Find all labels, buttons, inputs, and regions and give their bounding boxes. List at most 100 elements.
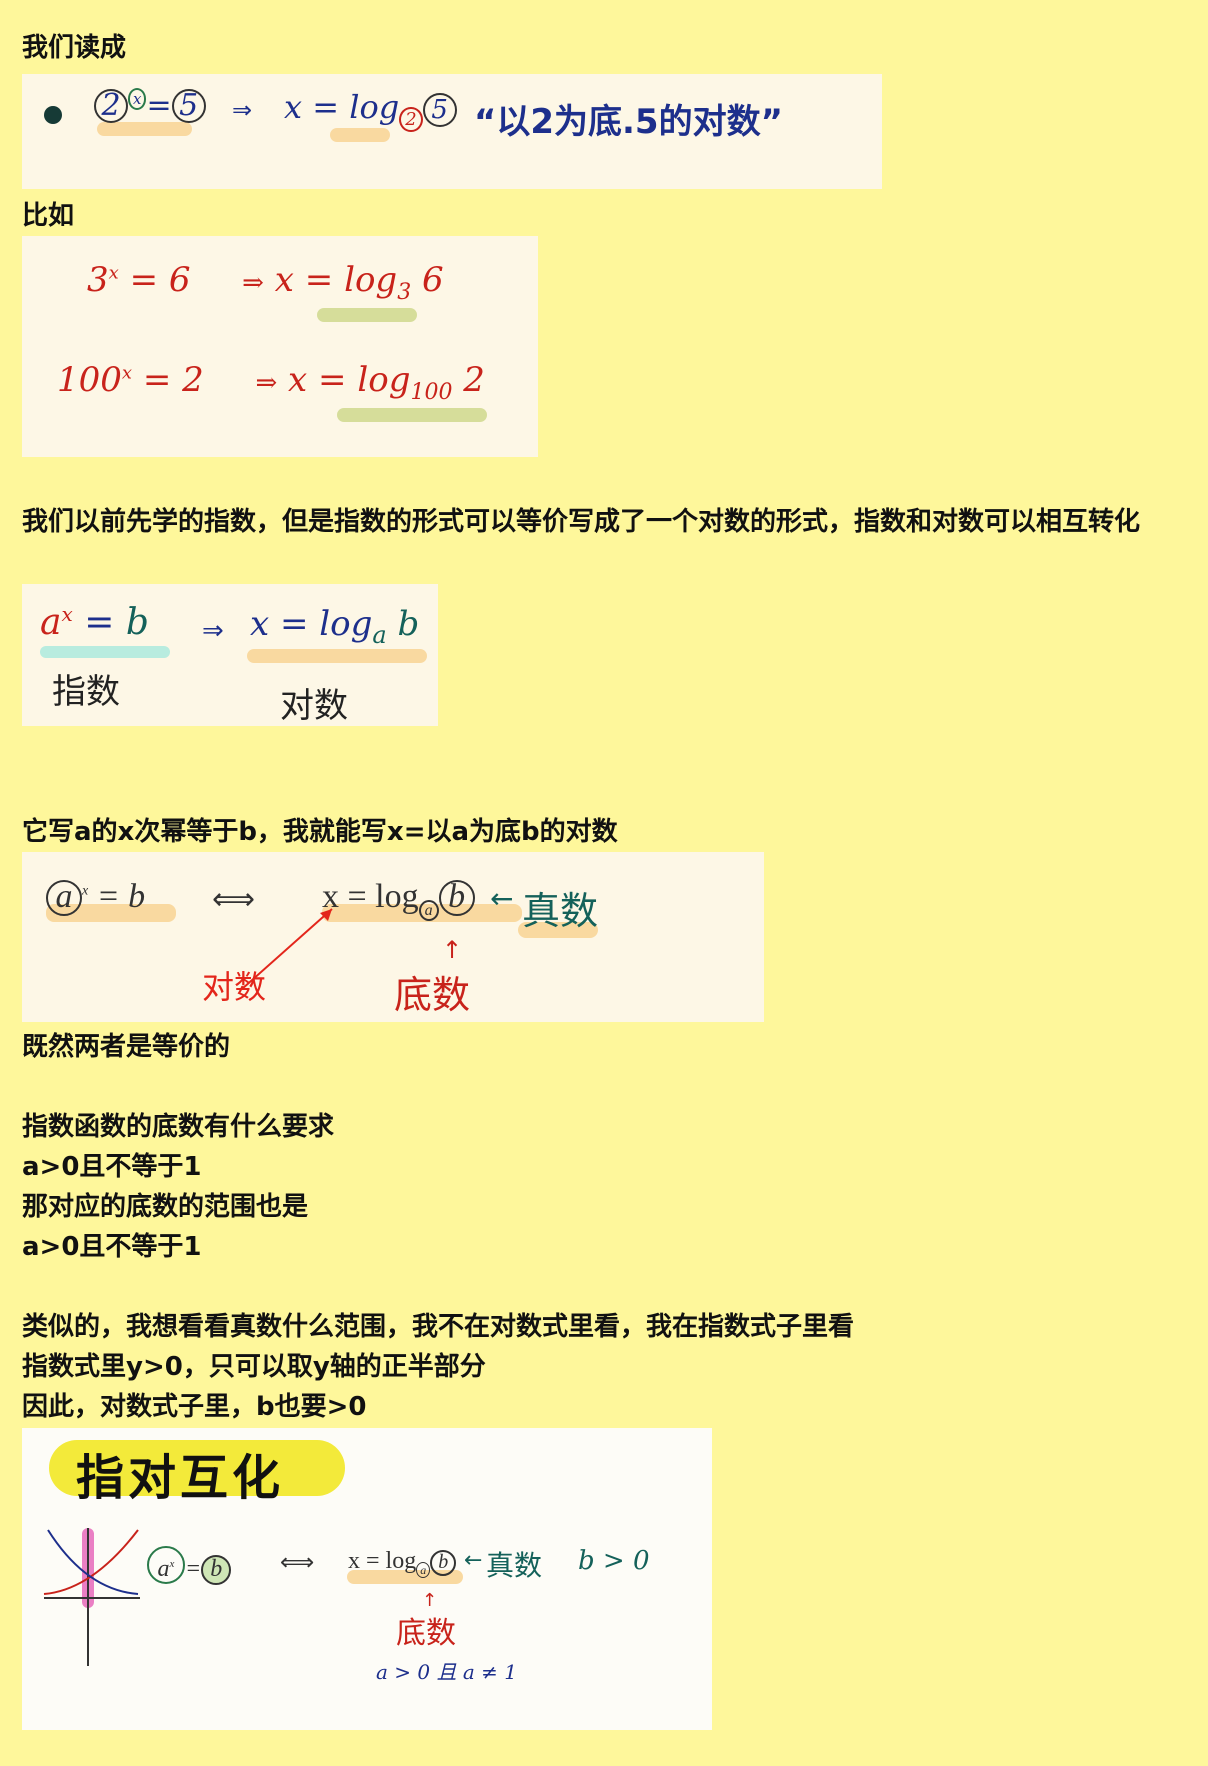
label-log: 对数 [280,686,348,726]
exp-equals: = [84,602,115,643]
curve-red [43,1529,139,1595]
base-circle: a [46,880,82,916]
paragraph-text: 类似的，我想看看真数什么范围，我不在对数式里看，我在指数式子里看 [22,1312,855,1342]
formula-text: 2 x = 5 [94,88,206,123]
log-word: log [319,604,373,644]
curve-blue [47,1529,139,1595]
log-lhs: x = [284,88,340,126]
exp-equals: = [185,1556,202,1582]
label-zhenshu: 真数 [486,1549,543,1582]
paragraph-text: 既然两者是等价的 [22,1032,231,1062]
paragraph-text: 那对应的底数的范围也是 [22,1192,309,1222]
log-form: x = log a b [348,1548,457,1578]
row2-rest: = 2 [142,360,204,400]
highlight-mark [518,922,598,938]
row2-base: 100 [57,360,122,400]
exponent-form: ax = b [147,1546,232,1585]
row1-base: 3 [87,260,109,300]
paragraph-text: 它写a的x次幂等于b，我就能写x=以a为底b的对数 [22,817,618,847]
example-row-1: 3x = 6 ⇒ x = log3 6 [87,260,444,305]
log-base: 2 [399,107,423,133]
log-lhs: x = [250,604,309,644]
log-lhs: x = log [322,878,419,915]
pointer-arrow: ← [464,1548,483,1573]
exp-base: a [55,878,73,915]
highlight-mark [40,646,170,658]
exp-exponent: x [82,883,89,899]
formula-caption: “以2为底.5的对数” [474,102,783,142]
arrow-head [320,909,332,921]
log-formula: x = log 2 5 [284,88,457,133]
paragraph-text: 比如 [22,201,75,231]
example-row-2: 100x = 2 ⇒ x = log100 2 [57,360,485,405]
exp-base: a [157,1556,170,1582]
red-pointer-arrow [241,908,333,990]
highlight-mark [347,1570,463,1584]
exp-base: a [40,602,62,643]
exponent-form: ax = b [40,602,149,643]
row2-arrow: ⇒ [255,368,278,398]
exp-equals: = b [96,878,146,915]
exponent: x [128,88,147,110]
formula-image-read: 2 x = 5 ⇒ x = log 2 5 “以2为底.5的对数” [22,74,882,189]
label-zhenshu: 真数 [522,889,599,933]
highlight-mark [317,308,417,322]
value-number: 5 [179,88,199,123]
arrow-line [241,908,333,990]
log-form: x = loga b [250,604,419,649]
title-pill [49,1440,345,1496]
bullet-dot-icon [44,106,62,124]
row2-arg: 2 [463,360,485,400]
label-dishu: 底数 [394,973,471,1017]
formula-image-examples: 3x = 6 ⇒ x = log3 6 100x = 2 ⇒ x = log10… [22,236,538,457]
paragraph-text: 指数式里y>0，只可以取y轴的正半部分 [22,1352,486,1382]
paragraph-text: a>0且不等于1 [22,1232,202,1262]
row1-arrow: ⇒ [242,268,264,298]
highlight-mark [322,904,522,922]
label-duishu: 对数 [202,968,267,1006]
base-circle: 2 [94,89,128,123]
log-base: a [416,1561,431,1578]
up-arrow: ↑ [422,1590,438,1611]
exp-exponent: x [61,602,73,626]
log-lhs: x = log [348,1548,417,1574]
up-arrow: ↑ [442,936,463,964]
label-dishu: 底数 [396,1616,456,1651]
arg-circle: 5 [422,93,457,127]
base-number: 2 [101,88,121,123]
row1-rest: = 6 [129,260,191,300]
log-base: a [418,899,439,921]
formula-image-summary: 指对互化 ax = b ⟺ x = log a b ← 真数 b > 0 ↑ 底数 a … [22,1428,712,1730]
arg-circle: b [438,880,475,916]
highlight-mark [330,128,390,142]
highlight-mark [247,649,427,663]
row2-sub: 100 [410,379,453,405]
row1-arg: 6 [422,260,444,300]
row1-log: log [344,260,398,300]
arg-circle: b [430,1550,457,1576]
label-exponent: 指数 [52,672,120,712]
exponential-graph-icon [43,1528,140,1666]
implies-arrow: ⇒ [232,96,253,124]
condition-b: b > 0 [578,1546,650,1576]
log-arg: b [397,604,420,644]
log-arg: 5 [431,95,448,125]
log-base: a [372,620,387,649]
formula-image-convert: ax = b ⇒ x = loga b 指数 对数 [22,584,438,726]
paragraph-text: 我们读成 [22,33,127,63]
base-circle: ax [147,1546,185,1584]
row2-lhs: x = [288,360,347,400]
title-text: 指对互化 [76,1450,285,1506]
implies-arrow: ⇒ [202,616,224,646]
equals-sign: = [146,88,172,123]
equivalence-arrow: ⟺ [280,1548,315,1576]
log-form: x = log a b [322,878,475,921]
log-word: log [349,88,400,126]
highlight-mark [97,122,192,136]
paragraph-text: a>0且不等于1 [22,1152,202,1182]
condition-a: a > 0 且 a ≠ 1 [376,1660,517,1684]
paragraph-text: 我们以前先学的指数，但是指数的形式可以等价写成了一个对数的形式，指数和对数可以相… [22,507,1141,537]
value-circle: 5 [171,88,206,123]
exp-exponent: x [169,1558,175,1570]
